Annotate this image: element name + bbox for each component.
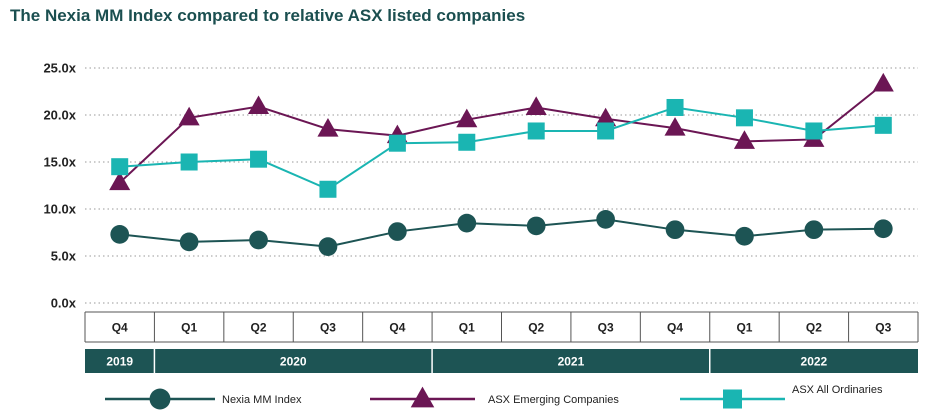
- legend-label: ASX Emerging Companies: [488, 394, 619, 406]
- data-point-square: [874, 116, 892, 134]
- legend-item: ASX Emerging Companies: [370, 386, 619, 408]
- data-point-triangle: [248, 95, 270, 115]
- chart-title: The Nexia MM Index compared to relative …: [10, 6, 526, 25]
- x-tick-label: Q1: [459, 321, 475, 335]
- data-point-square: [111, 158, 129, 176]
- series-line: [119, 83, 884, 184]
- year-band-background: [85, 349, 918, 373]
- data-point-triangle: [317, 118, 339, 137]
- data-point-triangle: [456, 108, 478, 128]
- data-point-triangle: [595, 107, 617, 127]
- data-point-triangle: [178, 106, 200, 126]
- series-line: [119, 218, 884, 248]
- data-point-circle: [179, 232, 199, 252]
- series-asx-emerging-companies: [109, 72, 894, 191]
- series-lines: [109, 72, 894, 256]
- x-tick-label: Q1: [181, 321, 197, 335]
- year-band: 2019 2020 2021 2022: [85, 349, 918, 373]
- x-tick-label: Q2: [528, 321, 544, 335]
- data-point-square: [250, 150, 268, 168]
- data-point-circle: [249, 230, 268, 250]
- x-tick-label: Q4: [112, 321, 128, 335]
- data-point-circle: [596, 209, 615, 229]
- data-point-square: [458, 133, 476, 151]
- x-tick-label: Q4: [389, 321, 405, 335]
- legend: Nexia MM Index ASX Emerging Companies ASX …: [105, 384, 883, 410]
- data-point-square: [805, 122, 823, 140]
- data-point-circle: [110, 225, 130, 244]
- data-point-triangle: [410, 386, 435, 408]
- x-tick-label: Q4: [667, 321, 683, 335]
- x-tick-label: Q3: [598, 321, 614, 335]
- y-tick-label: 25.0x: [43, 61, 76, 76]
- data-point-triangle: [733, 130, 755, 149]
- data-point-square: [735, 109, 753, 127]
- x-axis: Q4 Q1 Q2 Q3 Q4 Q1 Q2 Q3 Q4 Q1 Q2 Q3: [84, 311, 919, 343]
- year-label: 2021: [558, 355, 585, 369]
- data-point-circle: [665, 220, 685, 240]
- data-point-circle: [388, 222, 407, 241]
- data-point-circle: [526, 216, 546, 236]
- legend-label: Nexia MM Index: [222, 394, 302, 406]
- data-point-triangle: [664, 117, 686, 136]
- x-tick-label: Q3: [320, 321, 336, 335]
- data-point-circle: [735, 226, 754, 246]
- data-point-triangle: [525, 96, 547, 115]
- x-tick-label: Q1: [736, 321, 752, 335]
- year-label: 2020: [280, 355, 307, 369]
- y-tick-label: 20.0x: [43, 108, 76, 123]
- data-point-circle: [804, 220, 824, 240]
- x-tick-label: Q3: [875, 321, 891, 335]
- data-point-square: [319, 180, 337, 198]
- y-tick-label: 0.0x: [51, 296, 77, 311]
- legend-label: ASX All Ordinaries: [792, 384, 883, 396]
- data-point-square: [666, 98, 684, 116]
- x-tick-label: Q2: [806, 321, 822, 335]
- data-point-square: [597, 122, 615, 140]
- data-point-triangle: [872, 72, 894, 92]
- x-tick-label: Q2: [251, 321, 267, 335]
- series-line: [119, 106, 884, 191]
- grid-lines: [85, 67, 918, 304]
- y-tick-label: 5.0x: [51, 249, 77, 264]
- data-point-square: [527, 122, 545, 140]
- year-label: 2019: [106, 355, 133, 369]
- y-axis-ticks: 0.0x 5.0x 10.0x 15.0x 20.0x 25.0x: [43, 61, 76, 311]
- data-point-circle: [318, 237, 338, 256]
- y-tick-label: 15.0x: [43, 155, 76, 170]
- year-label: 2022: [801, 355, 828, 369]
- data-point-square: [180, 153, 198, 171]
- data-point-circle: [149, 388, 171, 410]
- data-point-square: [388, 134, 406, 152]
- data-point-square: [723, 389, 742, 409]
- data-point-circle: [873, 219, 893, 239]
- data-point-triangle: [109, 171, 131, 191]
- series-asx-all-ordinaries: [111, 98, 892, 198]
- legend-item: Nexia MM Index: [105, 388, 302, 410]
- data-point-circle: [457, 213, 477, 233]
- y-tick-label: 10.0x: [43, 202, 76, 217]
- legend-item: ASX All Ordinaries: [680, 384, 883, 409]
- series-nexia-mm-index: [110, 209, 893, 256]
